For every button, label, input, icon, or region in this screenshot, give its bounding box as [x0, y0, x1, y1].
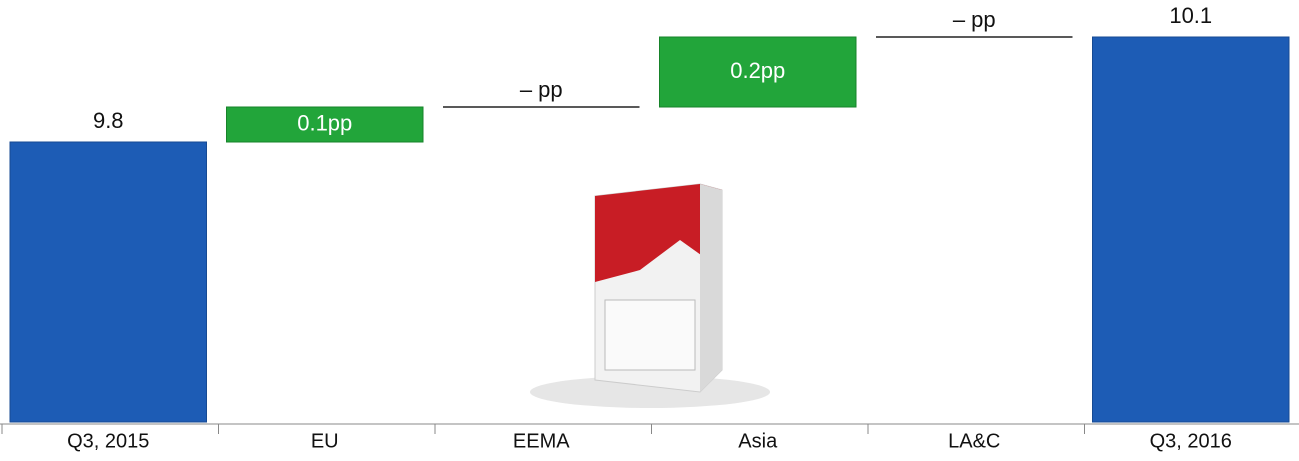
x-tick-label: Q3, 2016	[1150, 430, 1232, 452]
value-label: 0.1pp	[297, 110, 352, 135]
x-tick-label: Asia	[738, 430, 778, 452]
change-bar	[226, 106, 424, 143]
value-label: 0.2pp	[730, 58, 785, 83]
x-tick-label: EEMA	[513, 430, 570, 452]
value-label: 10.1	[1169, 3, 1212, 28]
pack-shadow	[530, 376, 770, 408]
value-label: – pp	[953, 7, 996, 32]
total-bar	[1092, 36, 1290, 423]
value-label: – pp	[520, 77, 563, 102]
value-label: 9.8	[93, 108, 124, 133]
cigarette-pack-image	[530, 183, 770, 408]
x-tick-label: LA&C	[948, 430, 1000, 452]
pack-label	[604, 299, 696, 371]
pack-top	[595, 184, 722, 282]
change-bar	[659, 36, 857, 108]
x-tick-label: Q3, 2015	[67, 430, 149, 452]
x-tick-label: EU	[311, 430, 339, 452]
total-bar	[9, 141, 207, 423]
pack-side	[700, 184, 722, 392]
